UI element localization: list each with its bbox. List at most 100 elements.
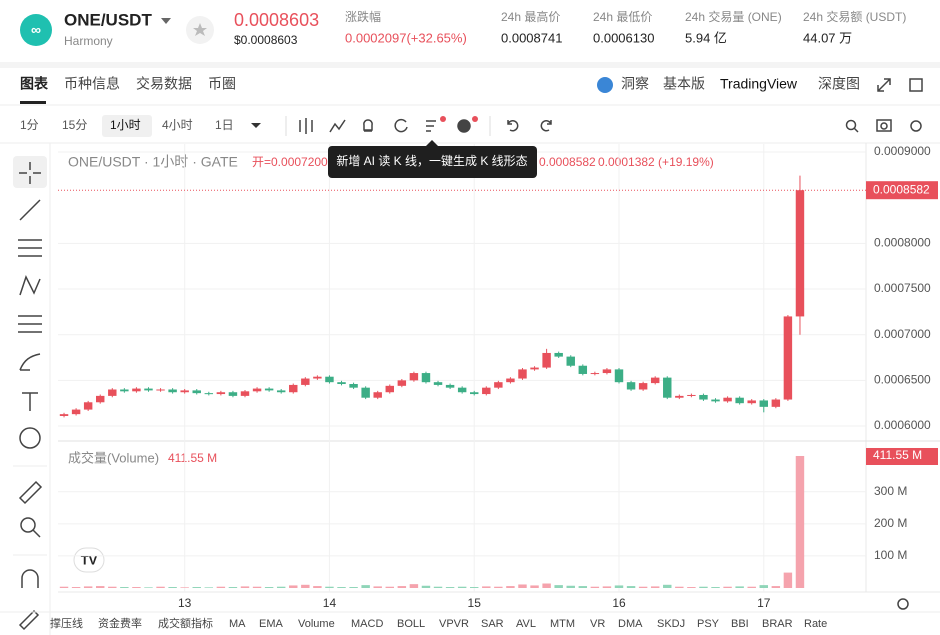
tool-selected [13,156,47,188]
volume-legend-value: 411.55 M [168,451,217,465]
pair[interactable]: ONE/USDT [64,10,152,29]
view-tab[interactable]: TradingView [720,76,798,92]
indicator[interactable]: AVL [516,618,536,630]
tab[interactable]: 图表 [20,76,49,92]
volume-bar [650,586,660,588]
indicator[interactable]: SKDJ [657,618,685,630]
candle-body [349,384,358,388]
interval[interactable]: 1分 [20,118,39,132]
volume-tick-label: 100 M [874,548,907,562]
volume-bar [602,586,612,588]
tab-underline [20,101,46,104]
indicator[interactable]: DMA [618,618,643,630]
indicator[interactable]: BRAR [762,618,793,630]
interval[interactable]: 1日 [215,118,234,132]
indicator[interactable]: EMA [259,618,284,630]
window-icons[interactable] [877,78,923,92]
candle-body [59,414,69,416]
tab[interactable]: 币种信息 [64,76,120,92]
stat-value: 0.0008741 [501,30,562,45]
candle-body [795,190,805,317]
candle-body [264,388,274,391]
volume-bar [747,586,756,588]
candle-body [228,392,238,396]
y-tick-label: 0.0006000 [874,418,931,432]
indicator[interactable]: MACD [351,618,383,630]
indicator[interactable]: MA [229,618,246,630]
volume-bar [554,585,563,588]
candle-body [494,382,503,388]
interval[interactable]: 4小时 [162,118,193,132]
volume-bar [361,585,370,588]
volume-bar [433,586,443,588]
pair-dropdown[interactable] [161,18,171,24]
indicator[interactable]: PSY [697,618,720,630]
candle-body [675,395,684,398]
candle-body [650,377,660,384]
indicator[interactable]: 资金费率 [98,616,142,630]
tab[interactable]: 交易数据 [136,76,192,92]
indicator[interactable]: MTM [550,618,575,630]
volume-bar [759,585,768,588]
candle-body [445,384,455,388]
volume-bar [687,587,696,588]
settings-icon[interactable] [897,598,909,610]
volume-bar [699,586,708,588]
toolbar-icons[interactable] [299,118,922,134]
indicator[interactable]: Rate [804,618,827,630]
volume-tick-label: 300 M [874,484,907,498]
tv-logo [73,547,105,573]
volume-bar [96,586,105,588]
volume-bar [518,584,527,588]
candle-body [506,378,515,383]
stat-label: 24h 交易量 (ONE) [685,9,782,24]
volume-bar [530,585,539,588]
x-tick-label: 13 [178,596,192,610]
indicator[interactable]: BBI [731,618,749,630]
candle-body [783,316,793,400]
tab[interactable]: 币圈 [208,76,236,92]
indicator[interactable]: BOLL [397,618,425,630]
volume-bar [144,587,153,588]
view-tab[interactable]: 基本版 [663,76,705,92]
tooltip-text: 新增 AI 读 K 线，一键生成 K 线形态 [336,153,527,168]
candle-body [711,399,720,402]
volume-bar [325,586,334,588]
view-tab[interactable]: 洞察 [621,76,649,92]
candle-body [289,384,298,393]
interval[interactable]: 1小时 [110,118,141,132]
volume-bar [204,587,214,588]
volume-bar [771,586,781,588]
coin-name: Harmony [64,34,113,48]
candle-body [433,382,443,385]
volume-bar [168,587,177,588]
indicator[interactable]: VPVR [439,618,469,630]
volume-bar [289,585,298,588]
stat-value: 44.07 万 [803,30,852,45]
view-tab[interactable]: 深度图 [818,76,860,92]
candle-body [421,373,431,383]
candle-body [747,400,756,404]
indicator[interactable]: 撑压线 [50,616,83,630]
indicator[interactable]: VR [590,618,605,630]
x-tick-label: 14 [323,596,337,610]
stat-value: 0.0006130 [593,30,654,45]
candle-body [699,394,708,400]
candle-body [578,365,588,374]
indicator[interactable]: 成交额指标 [158,616,213,630]
last-volume-label: 411.55 M [873,448,922,462]
volume-bar [638,586,648,588]
last-price-label: 0.0008582 [873,182,930,196]
separator [0,62,940,68]
candle-body [192,390,201,394]
interval[interactable]: 15分 [62,118,87,132]
volume-tick-label: 200 M [874,516,907,530]
candle-body [276,390,286,393]
candle-body [771,399,781,407]
drawing-tools[interactable] [18,162,43,631]
volume-bar [494,586,503,588]
indicator[interactable]: SAR [481,618,504,630]
interval-dropdown[interactable] [251,123,261,128]
candle-body [132,388,141,392]
indicator[interactable]: Volume [298,618,335,630]
